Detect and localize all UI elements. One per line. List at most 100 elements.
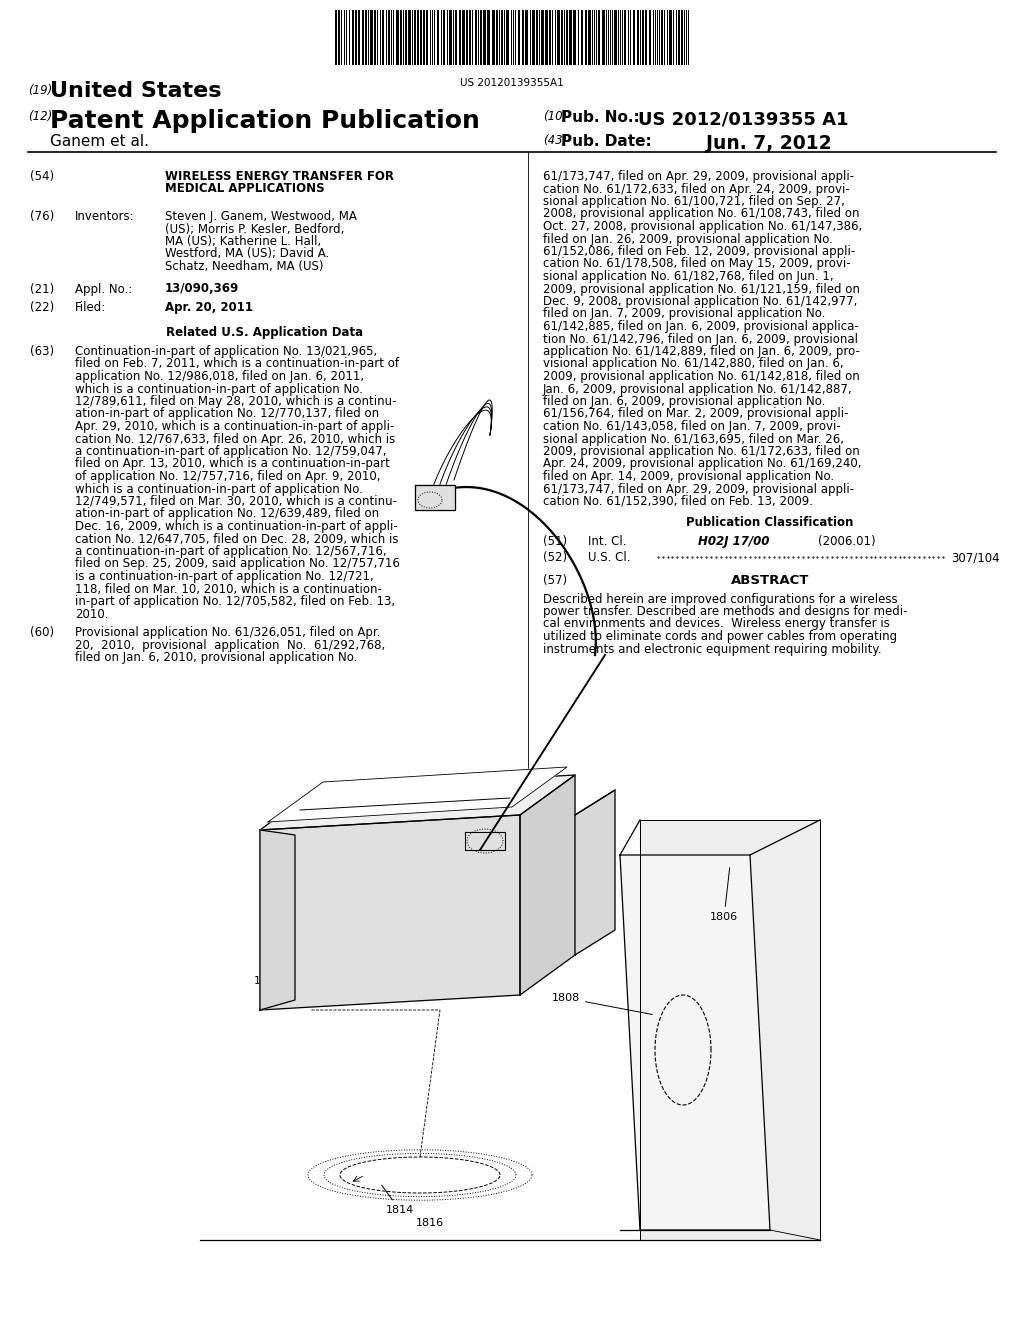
Text: sional application No. 61/163,695, filed on Mar. 26,: sional application No. 61/163,695, filed… (543, 433, 844, 446)
Text: H02J 17/00: H02J 17/00 (698, 535, 769, 548)
Polygon shape (415, 484, 455, 510)
Bar (483, 11, 486, 65)
Bar (525, 11, 528, 65)
Text: 307/104: 307/104 (951, 552, 999, 564)
Text: 20,  2010,  provisional  application  No.  61/292,768,: 20, 2010, provisional application No. 61… (75, 639, 385, 652)
Bar (573, 11, 575, 65)
Polygon shape (260, 775, 575, 830)
Text: ation-in-part of application No. 12/770,137, filed on: ation-in-part of application No. 12/770,… (75, 408, 379, 421)
Bar (455, 11, 457, 65)
Text: 2009, provisional application No. 61/121,159, filed on: 2009, provisional application No. 61/121… (543, 282, 860, 296)
Text: cal environments and devices.  Wireless energy transfer is: cal environments and devices. Wireless e… (543, 618, 890, 631)
Bar (642, 11, 644, 65)
Text: MEDICAL APPLICATIONS: MEDICAL APPLICATIONS (165, 182, 325, 195)
Bar (522, 11, 524, 65)
Bar (645, 11, 647, 65)
Text: cation No. 61/143,058, filed on Jan. 7, 2009, provi-: cation No. 61/143,058, filed on Jan. 7, … (543, 420, 841, 433)
Bar (408, 11, 411, 65)
Bar (362, 11, 364, 65)
Text: filed on Feb. 7, 2011, which is a continuation-in-part of: filed on Feb. 7, 2011, which is a contin… (75, 358, 399, 371)
Bar (417, 11, 419, 65)
Text: 13/090,369: 13/090,369 (165, 282, 240, 296)
Text: 2008, provisional application No. 61/108,743, filed on: 2008, provisional application No. 61/108… (543, 207, 859, 220)
Text: 61/142,885, filed on Jan. 6, 2009, provisional applica-: 61/142,885, filed on Jan. 6, 2009, provi… (543, 319, 859, 333)
Text: visional application No. 61/142,880, filed on Jan. 6,: visional application No. 61/142,880, fil… (543, 358, 844, 371)
Bar (358, 11, 360, 65)
Bar (466, 11, 468, 65)
Bar (420, 11, 422, 65)
Text: US 20120139355A1: US 20120139355A1 (460, 78, 564, 88)
Text: (12): (12) (28, 110, 52, 123)
Text: is a continuation-in-part of application No. 12/721,: is a continuation-in-part of application… (75, 570, 374, 583)
Text: 12/789,611, filed on May 28, 2010, which is a continu-: 12/789,611, filed on May 28, 2010, which… (75, 395, 396, 408)
Text: cation No. 61/178,508, filed on May 15, 2009, provi-: cation No. 61/178,508, filed on May 15, … (543, 257, 851, 271)
Bar (469, 11, 471, 65)
Text: (76): (76) (30, 210, 54, 223)
Bar (637, 11, 639, 65)
Text: (10): (10) (543, 110, 567, 123)
Bar (462, 11, 465, 65)
Text: (22): (22) (30, 301, 54, 314)
Polygon shape (620, 855, 770, 1230)
Text: cation No. 12/767,633, filed on Apr. 26, 2010, which is: cation No. 12/767,633, filed on Apr. 26,… (75, 433, 395, 446)
Text: power transfer. Described are methods and designs for medi-: power transfer. Described are methods an… (543, 605, 907, 618)
Text: utilized to eliminate cords and power cables from operating: utilized to eliminate cords and power ca… (543, 630, 897, 643)
Bar (545, 11, 548, 65)
Text: Pub. Date:: Pub. Date: (561, 135, 651, 149)
Text: Apr. 29, 2010, which is a continuation-in-part of appli-: Apr. 29, 2010, which is a continuation-i… (75, 420, 394, 433)
Text: Dec. 9, 2008, provisional application No. 61/142,977,: Dec. 9, 2008, provisional application No… (543, 294, 857, 308)
Text: 1810: 1810 (340, 916, 408, 927)
Bar (649, 11, 651, 65)
Bar (355, 11, 357, 65)
Text: (63): (63) (30, 345, 54, 358)
Text: ation-in-part of application No. 12/639,489, filed on: ation-in-part of application No. 12/639,… (75, 507, 379, 520)
Text: 1814: 1814 (382, 1185, 414, 1214)
Bar (480, 11, 482, 65)
Text: sional application No. 61/100,721, filed on Sep. 27,: sional application No. 61/100,721, filed… (543, 195, 845, 209)
Bar (506, 11, 509, 65)
Bar (414, 11, 416, 65)
Bar (633, 11, 635, 65)
Text: Provisional application No. 61/326,051, filed on Apr.: Provisional application No. 61/326,051, … (75, 626, 381, 639)
Bar (585, 11, 587, 65)
Bar (338, 11, 340, 65)
Text: 1806: 1806 (710, 867, 738, 921)
Text: cation No. 12/647,705, filed on Dec. 28, 2009, which is: cation No. 12/647,705, filed on Dec. 28,… (75, 532, 398, 545)
Bar (374, 11, 376, 65)
Text: filed on Jan. 26, 2009, provisional application No.: filed on Jan. 26, 2009, provisional appl… (543, 232, 833, 246)
Text: Apr. 20, 2011: Apr. 20, 2011 (165, 301, 253, 314)
Text: Filed:: Filed: (75, 301, 106, 314)
Bar (602, 11, 605, 65)
Text: 1808: 1808 (552, 993, 652, 1015)
Text: (21): (21) (30, 282, 54, 296)
Bar (335, 11, 337, 65)
Text: Westford, MA (US); David A.: Westford, MA (US); David A. (165, 248, 330, 260)
Text: (US); Morris P. Kesler, Bedford,: (US); Morris P. Kesler, Bedford, (165, 223, 344, 235)
Bar (501, 11, 503, 65)
Text: (51): (51) (543, 535, 567, 548)
Bar (443, 11, 445, 65)
Bar (532, 11, 535, 65)
Bar (681, 11, 683, 65)
Bar (487, 11, 490, 65)
Text: US 2012/0139355 A1: US 2012/0139355 A1 (638, 110, 849, 128)
Bar (400, 11, 402, 65)
Polygon shape (268, 767, 567, 822)
Text: United States: United States (50, 81, 221, 102)
Text: Jan. 6, 2009, provisional application No. 61/142,887,: Jan. 6, 2009, provisional application No… (543, 383, 853, 396)
Text: (19): (19) (28, 84, 52, 96)
Text: 2010.: 2010. (75, 607, 109, 620)
Text: 2009, provisional application No. 61/172,633, filed on: 2009, provisional application No. 61/172… (543, 445, 860, 458)
Text: filed on Jan. 6, 2009, provisional application No.: filed on Jan. 6, 2009, provisional appli… (543, 395, 825, 408)
Text: U.S. Cl.: U.S. Cl. (588, 552, 631, 564)
Text: Appl. No.:: Appl. No.: (75, 282, 132, 296)
Text: a continuation-in-part of application No. 12/759,047,: a continuation-in-part of application No… (75, 445, 386, 458)
Bar (382, 11, 384, 65)
Polygon shape (520, 775, 575, 995)
Text: Continuation-in-part of application No. 13/021,965,: Continuation-in-part of application No. … (75, 345, 377, 358)
Bar (370, 11, 373, 65)
Text: MA (US); Katherine L. Hall,: MA (US); Katherine L. Hall, (165, 235, 322, 248)
Text: 1816: 1816 (416, 1218, 444, 1228)
Bar (536, 11, 538, 65)
Polygon shape (575, 789, 615, 954)
